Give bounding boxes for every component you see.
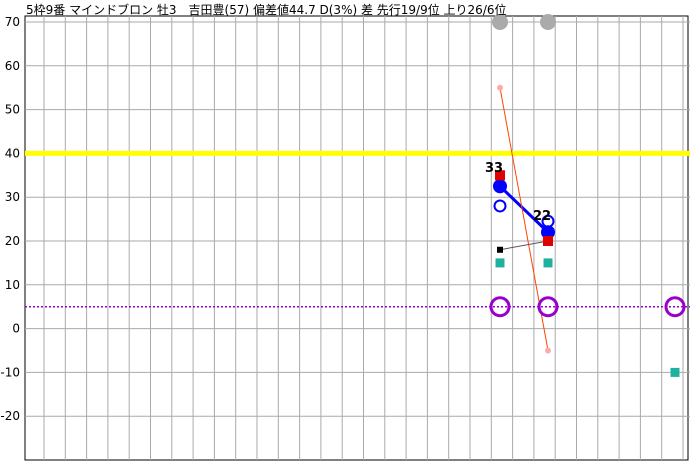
y-tick-label: 0 [12,322,20,336]
y-tick-label: 60 [5,59,20,73]
y-tick-label: 70 [5,15,20,29]
markers [489,14,686,377]
data-label: 22 [533,209,551,224]
teal-square-marker [495,258,505,268]
chart-title: 5枠9番 マインドブロン 牡3 吉田豊(57) 偏差値44.7 D(3%) 差 … [26,2,507,17]
labels: 33 22 [485,161,551,224]
data-label: 33 [485,161,503,176]
y-tick-label: 50 [5,103,20,117]
gray-dot-marker [540,14,556,30]
series-point [541,225,555,240]
purple-ring-marker [489,296,511,318]
grid: 70 60 50 40 30 20 10 0 -10 -20 [0,15,690,461]
red-square-marker [495,170,505,181]
series-point [493,179,507,194]
series-point [497,246,503,253]
reference-lines [25,150,690,308]
y-tick-label: 40 [5,146,20,160]
series-point [545,347,551,354]
teal-square-marker [670,367,680,377]
gray-dot-marker [492,14,508,30]
purple-ring-marker [537,296,559,318]
series-point [497,84,503,91]
blue-open-circle-marker [541,214,555,228]
series-line [498,185,550,234]
y-tick-label: 30 [5,190,20,204]
y-tick-label: 10 [5,278,20,292]
series-line [499,240,549,251]
purple-ring-marker [664,296,686,318]
plot-frame [24,15,689,461]
y-tick-label: -20 [0,409,20,423]
y-tick-label: -10 [0,365,20,379]
y-tick-label: 20 [5,234,20,248]
blue-open-circle-marker [493,199,507,213]
teal-square-marker [543,258,553,268]
red-square-marker [543,236,553,246]
